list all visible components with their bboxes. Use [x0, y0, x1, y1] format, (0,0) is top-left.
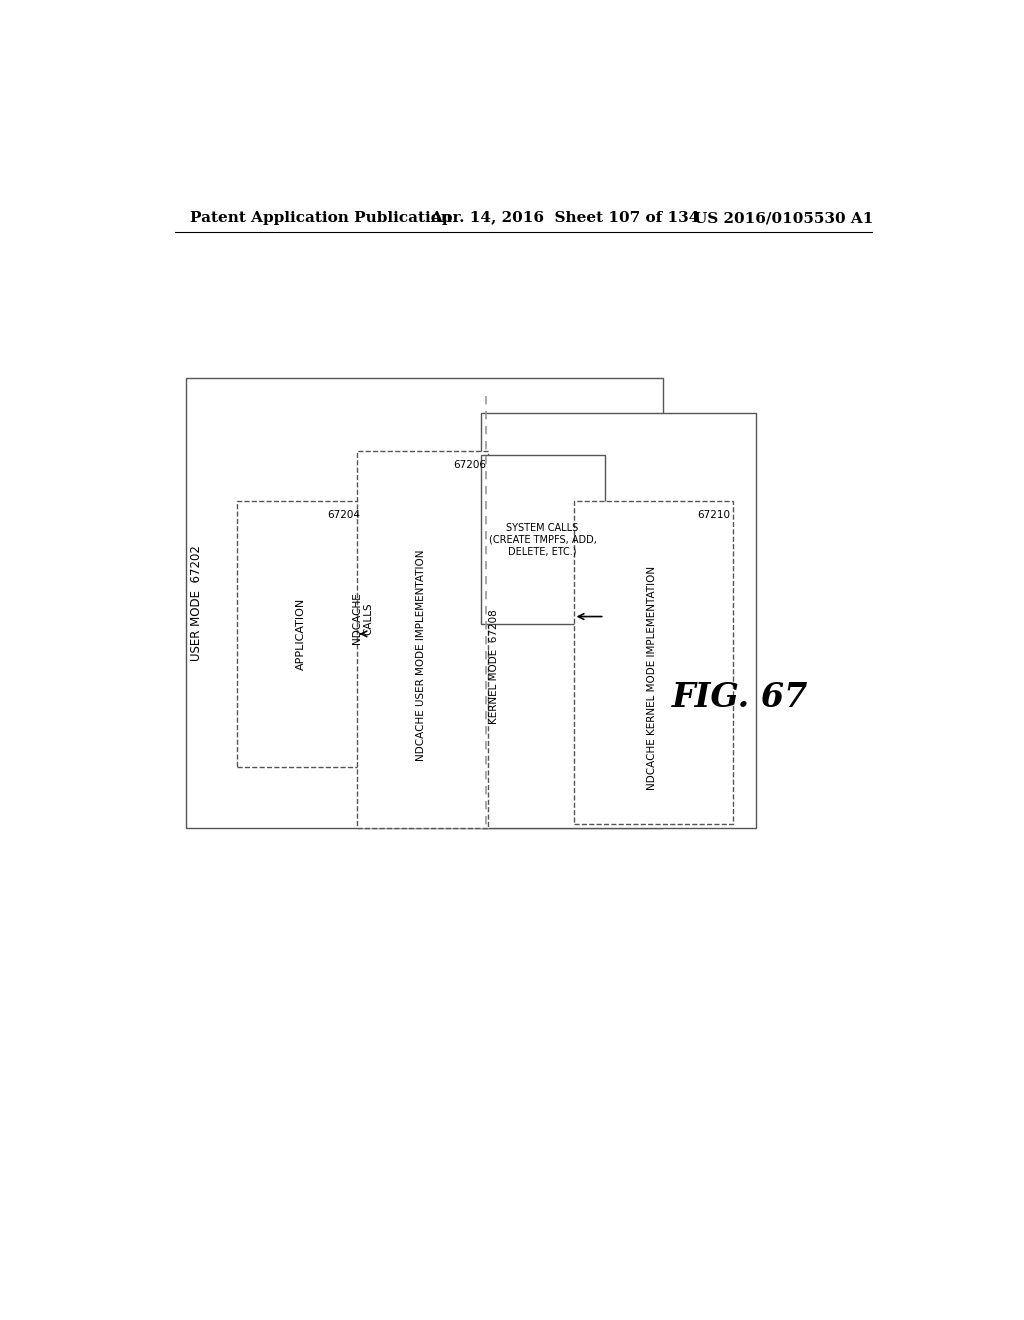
- Bar: [573, 502, 732, 825]
- Text: NDCACHE
CALLS: NDCACHE CALLS: [352, 593, 374, 644]
- Bar: [186, 378, 663, 829]
- Text: APPLICATION: APPLICATION: [296, 598, 305, 671]
- Text: 67210: 67210: [697, 511, 730, 520]
- Bar: [480, 413, 756, 829]
- Text: SYSTEM CALLS
(CREATE TMPFS, ADD,
DELETE, ETC.): SYSTEM CALLS (CREATE TMPFS, ADD, DELETE,…: [488, 523, 597, 556]
- Bar: [237, 502, 365, 767]
- Text: USER MODE  67202: USER MODE 67202: [190, 545, 204, 661]
- Text: 67206: 67206: [453, 461, 486, 470]
- Text: NDCACHE USER MODE IMPLEMENTATION: NDCACHE USER MODE IMPLEMENTATION: [416, 549, 426, 760]
- Text: FIG. 67: FIG. 67: [672, 681, 808, 714]
- Bar: [356, 451, 488, 829]
- Text: KERNEL MODE  67208: KERNEL MODE 67208: [488, 610, 499, 723]
- Text: US 2016/0105530 A1: US 2016/0105530 A1: [693, 211, 873, 226]
- Text: NDCACHE KERNEL MODE IMPLEMENTATION: NDCACHE KERNEL MODE IMPLEMENTATION: [646, 566, 656, 791]
- Text: Apr. 14, 2016  Sheet 107 of 134: Apr. 14, 2016 Sheet 107 of 134: [430, 211, 699, 226]
- Text: Patent Application Publication: Patent Application Publication: [190, 211, 452, 226]
- Bar: [480, 455, 604, 624]
- Text: 67204: 67204: [328, 511, 360, 520]
